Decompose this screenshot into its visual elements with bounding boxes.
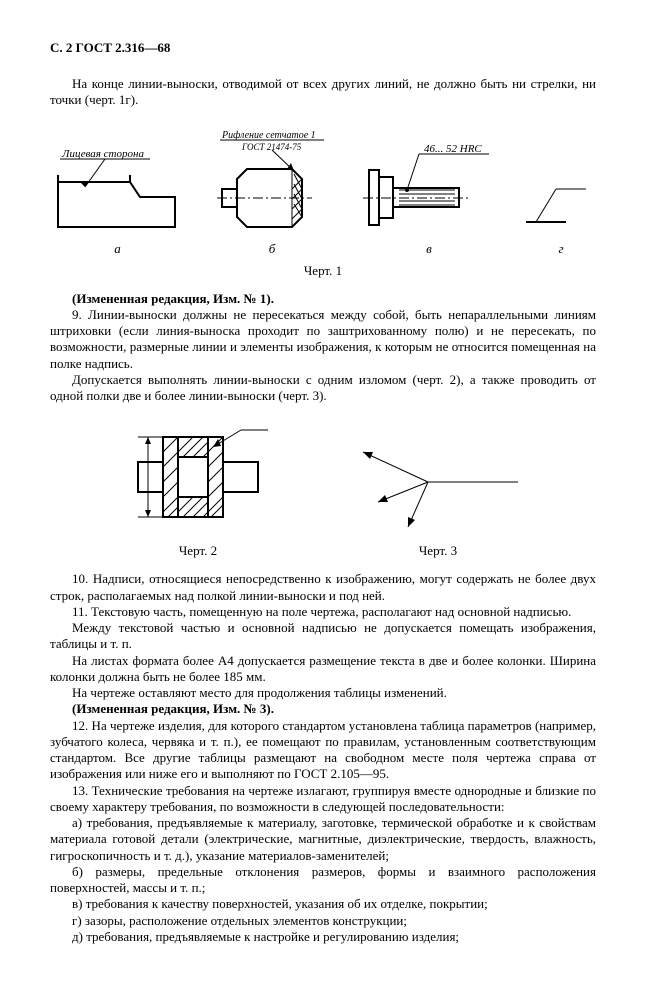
para-13b: б) размеры, предельные отклонения размер… <box>50 864 596 897</box>
fig1-c-sub: в <box>359 241 499 257</box>
para-9b: Допускается выполнять линии-выноски с од… <box>50 372 596 405</box>
para-13: 13. Технические требования на чертеже из… <box>50 783 596 816</box>
fig1-b: Рифление сетчатое 1 ГОСТ 21474-75 <box>212 129 332 257</box>
fig3: Черт. 3 <box>353 442 523 571</box>
fig1-d: г <box>526 177 596 257</box>
fig1-d-sub: г <box>526 241 596 257</box>
figure-2-3-row: Черт. 2 Черт. 3 <box>50 422 596 571</box>
page-header: С. 2 ГОСТ 2.316—68 <box>50 40 596 56</box>
para-11: 11. Текстовую часть, помещенную на поле … <box>50 604 596 620</box>
para-9: 9. Линии-выноски должны не пересекаться … <box>50 307 596 372</box>
fig1-c-svg: 46... 52 HRC <box>359 142 499 237</box>
fig2-svg <box>123 422 273 537</box>
intro-para: На конце линии-выноски, отводимой от все… <box>50 76 596 109</box>
para-13c: в) требования к качеству поверхностей, у… <box>50 896 596 912</box>
fig2: Черт. 2 <box>123 422 273 571</box>
fig1-c: 46... 52 HRC в <box>359 142 499 257</box>
fig1-b-gost: ГОСТ 21474-75 <box>241 142 302 152</box>
fig1-b-sub: б <box>212 241 332 257</box>
fig1-a: Лицевая сторона а <box>50 147 185 257</box>
fig1-d-svg <box>526 177 596 237</box>
para-10: 10. Надписи, относящиеся непосредственно… <box>50 571 596 604</box>
fig1-a-svg: Лицевая сторона <box>50 147 185 237</box>
fig2-caption: Черт. 2 <box>123 543 273 559</box>
para-12: 12. На чертеже изделия, для которого ста… <box>50 718 596 783</box>
fig1-c-label: 46... 52 HRC <box>424 143 482 155</box>
edit-note-3: (Измененная редакция, Изм. № 3). <box>50 701 596 717</box>
figure-1-row: Лицевая сторона а Рифление сетчатое 1 ГО… <box>50 129 596 257</box>
fig1-caption: Черт. 1 <box>50 263 596 279</box>
fig1-a-label: Лицевая сторона <box>61 148 144 160</box>
fig3-svg <box>353 442 523 537</box>
para-11d: На чертеже оставляют место для продолжен… <box>50 685 596 701</box>
edit-note-1: (Измененная редакция, Изм. № 1). <box>50 291 596 307</box>
fig1-b-label-top: Рифление сетчатое 1 <box>221 130 316 141</box>
fig3-caption: Черт. 3 <box>353 543 523 559</box>
page: С. 2 ГОСТ 2.316—68 На конце линии-выноск… <box>0 0 646 985</box>
fig1-a-sub: а <box>50 241 185 257</box>
para-11c: На листах формата более А4 допускается р… <box>50 653 596 686</box>
para-11b: Между текстовой частью и основной надпис… <box>50 620 596 653</box>
para-13a: а) требования, предъявляемые к материалу… <box>50 815 596 864</box>
para-13e: д) требования, предъявляемые к настройке… <box>50 929 596 945</box>
fig1-b-svg: Рифление сетчатое 1 ГОСТ 21474-75 <box>212 129 332 237</box>
para-13d: г) зазоры, расположение отдельных элемен… <box>50 913 596 929</box>
